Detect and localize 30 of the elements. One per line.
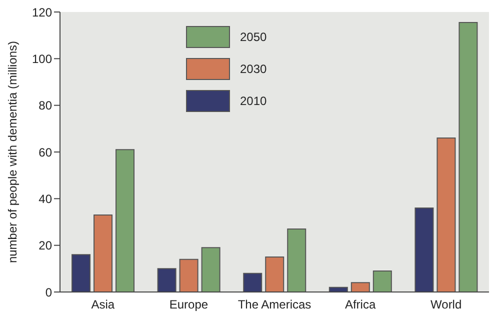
x-tick-label: World <box>430 298 462 312</box>
bar <box>350 282 370 292</box>
legend-label: 2030 <box>240 62 267 76</box>
y-axis-title: number of people with dementia (millions) <box>5 40 20 264</box>
bar <box>116 149 135 292</box>
bar <box>265 256 284 292</box>
legend-label: 2010 <box>240 94 267 108</box>
x-tick-label: Europe <box>169 298 208 312</box>
y-tick-label: 120 <box>32 5 52 20</box>
bar <box>372 270 392 292</box>
x-tick-label: Africa <box>344 298 376 312</box>
bar <box>179 258 198 292</box>
bar <box>243 272 262 292</box>
y-tick-label: 100 <box>32 52 52 66</box>
x-tick-label: Asia <box>91 298 115 312</box>
y-tick-label: 40 <box>38 192 52 206</box>
bar <box>436 138 456 292</box>
y-tick-label: 20 <box>38 238 52 253</box>
y-tick-label: 60 <box>38 145 52 160</box>
bar <box>157 268 176 292</box>
x-tick-label: The Americas <box>238 298 312 312</box>
bar <box>94 214 113 292</box>
y-tick-label: 0 <box>45 285 52 300</box>
bar <box>414 208 434 292</box>
y-tick-label: 80 <box>38 98 52 113</box>
bar <box>72 254 91 292</box>
bar <box>458 22 478 292</box>
bar <box>287 228 306 292</box>
bar <box>201 247 220 292</box>
legend-label: 2050 <box>240 30 267 44</box>
